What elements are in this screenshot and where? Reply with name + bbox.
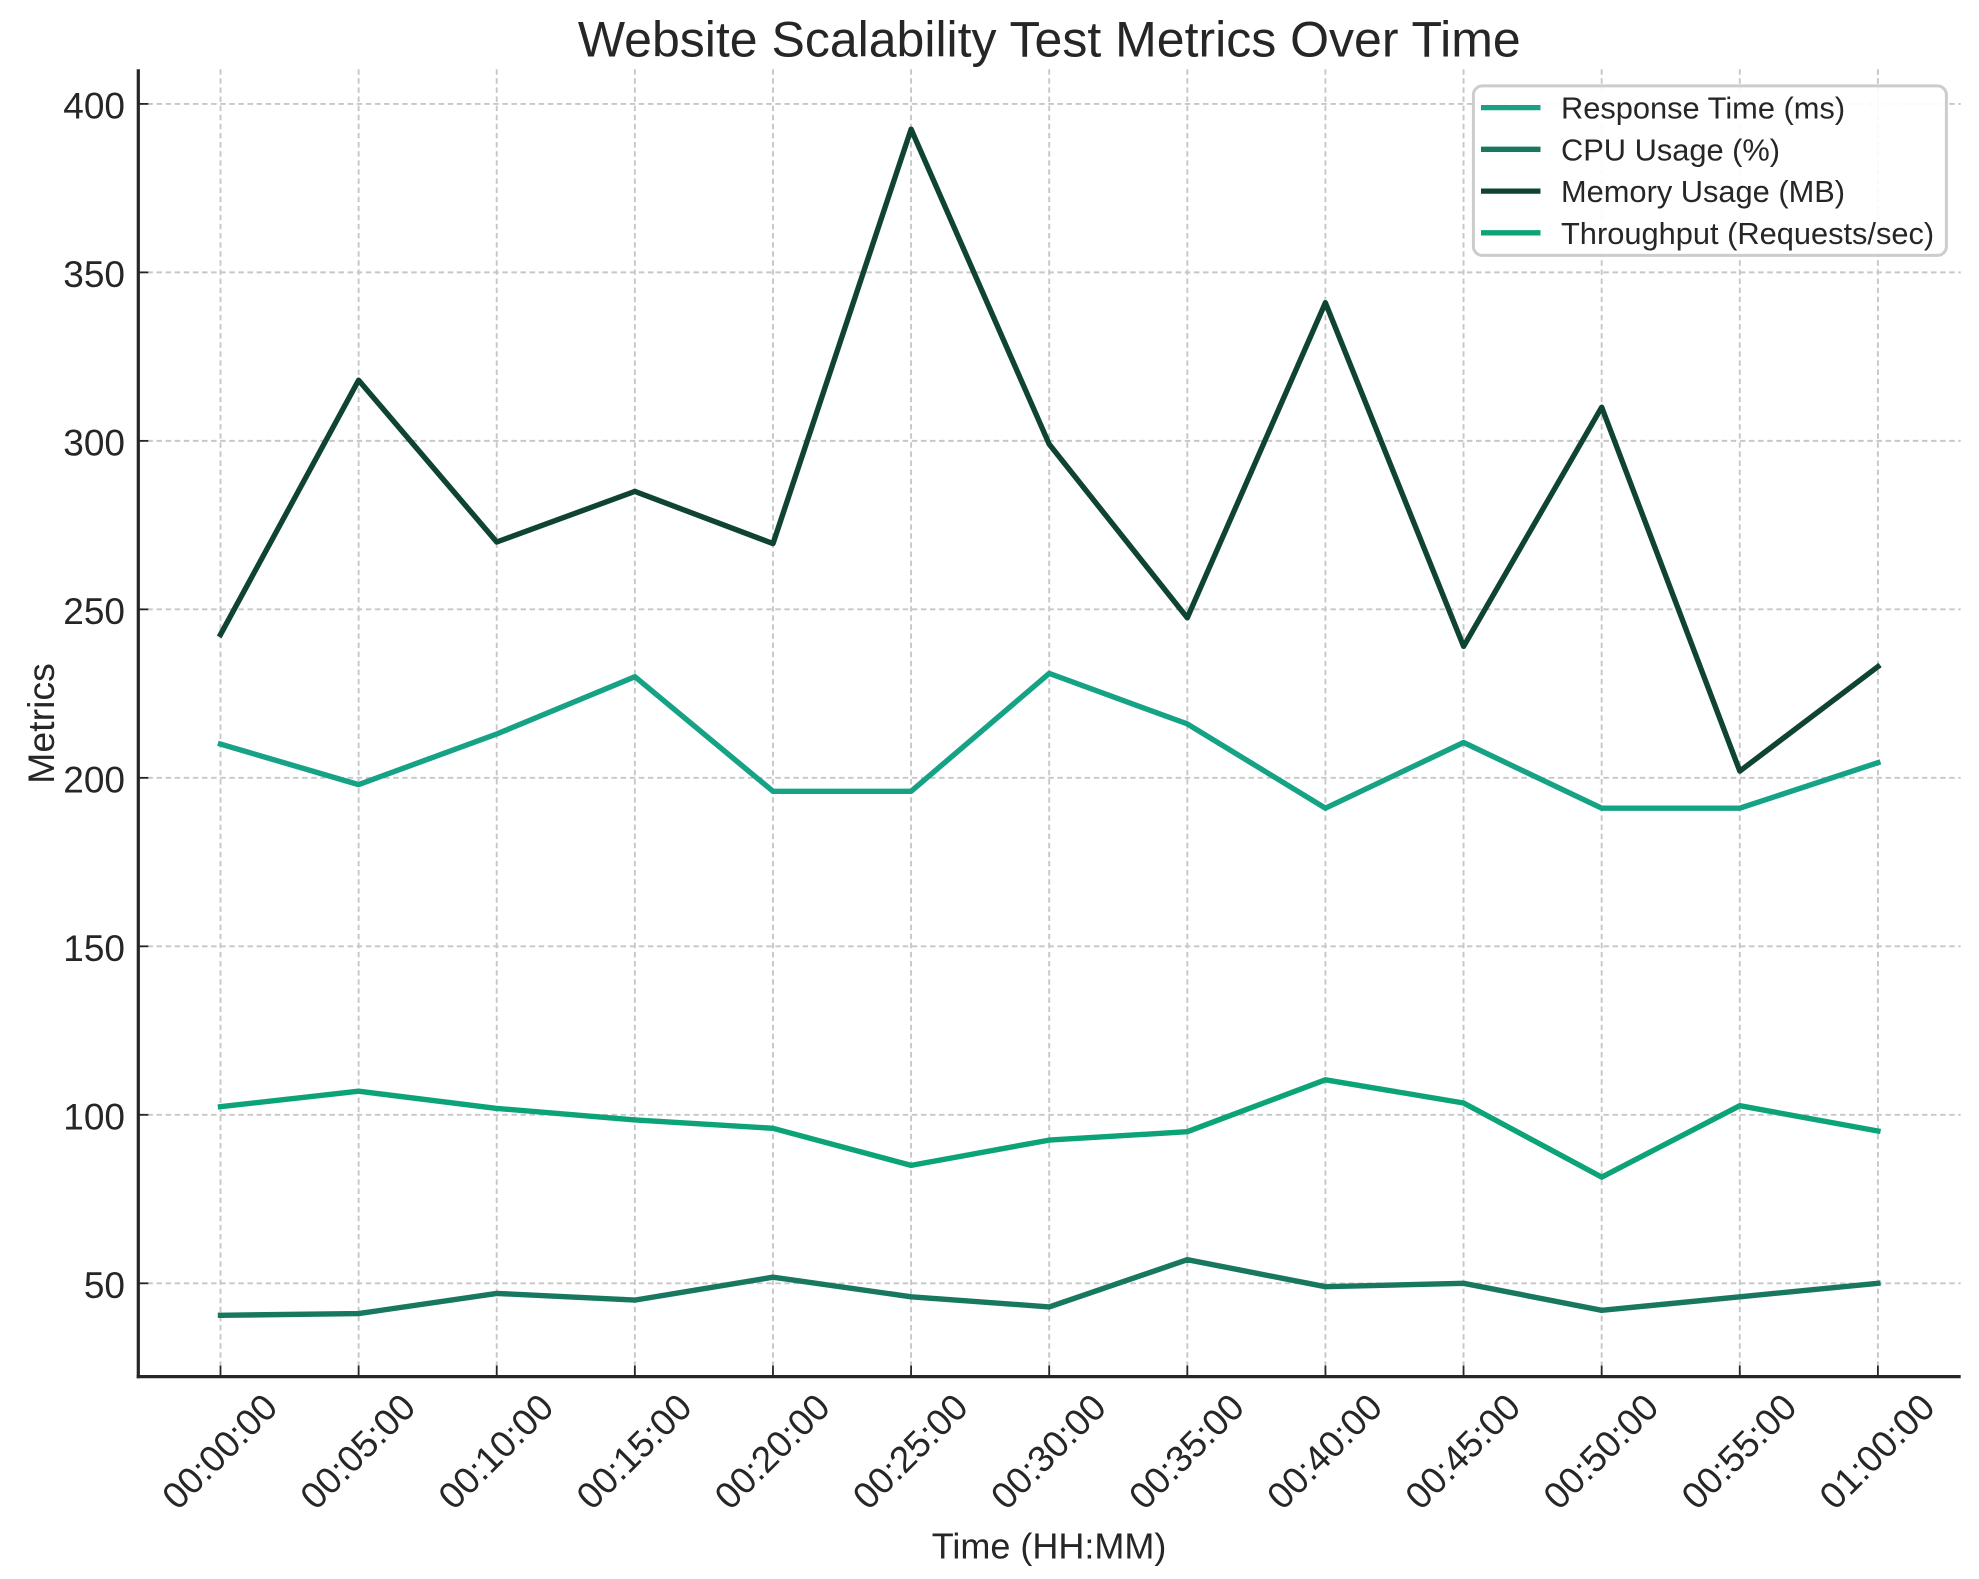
svg-text:CPU Usage (%): CPU Usage (%): [1561, 132, 1780, 167]
svg-text:50: 50: [84, 1265, 125, 1306]
svg-text:150: 150: [63, 928, 125, 969]
svg-text:400: 400: [63, 85, 125, 126]
svg-text:100: 100: [63, 1096, 125, 1137]
svg-text:Time (HH:MM): Time (HH:MM): [932, 1526, 1167, 1567]
svg-text:300: 300: [63, 422, 125, 463]
svg-text:200: 200: [63, 759, 125, 800]
svg-text:Response Time (ms): Response Time (ms): [1561, 91, 1845, 126]
svg-text:Website Scalability Test Metri: Website Scalability Test Metrics Over Ti…: [578, 12, 1521, 68]
svg-text:Memory Usage (MB): Memory Usage (MB): [1561, 174, 1845, 209]
svg-text:350: 350: [63, 254, 125, 295]
svg-text:250: 250: [63, 591, 125, 632]
svg-text:Metrics: Metrics: [20, 663, 62, 784]
svg-text:Throughput (Requests/sec): Throughput (Requests/sec): [1561, 216, 1934, 251]
